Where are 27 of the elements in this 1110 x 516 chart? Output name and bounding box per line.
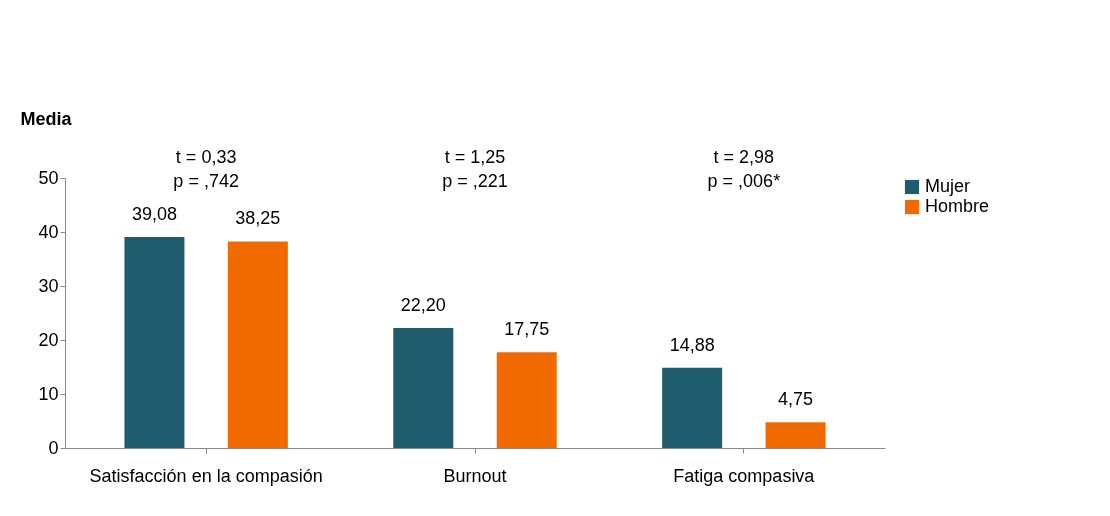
annotation: t = 0,33 p = ,742 [173,147,239,191]
y-tick-label: 30 [38,275,59,296]
data-label: 17,75 [504,319,550,340]
data-label: 39,08 [131,203,177,224]
annotation: t = 1,25 p = ,221 [442,147,508,191]
bar [662,367,723,448]
x-tick-label: Fatiga compasiva [673,465,816,486]
data-label: 14,88 [669,334,715,355]
y-tick-label: 40 [38,221,59,242]
bar [765,422,826,448]
bar [124,236,185,448]
annotation: t = 2,98 p = ,006* [707,147,781,191]
x-tick-label: Burnout [443,465,507,486]
y-tick-label: 20 [38,329,59,350]
legend-label: Mujer [925,176,971,196]
y-tick-label: 0 [48,437,59,458]
data-label: 38,25 [235,208,281,229]
bar [393,328,454,448]
data-label: 22,20 [400,295,446,316]
y-axis-title: Media [20,108,73,129]
legend-label: Hombre [925,196,990,216]
x-tick-label: Satisfacción en la compasión [89,465,323,486]
bar [227,241,288,448]
y-tick-label: 50 [38,167,59,188]
y-tick-label: 10 [38,383,59,404]
data-label: 4,75 [778,389,814,410]
bar [496,352,557,448]
